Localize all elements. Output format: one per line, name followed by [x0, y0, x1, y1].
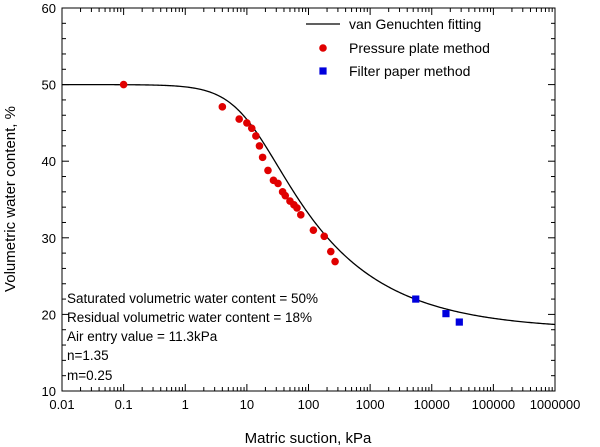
pressure-plate-point [264, 166, 272, 175]
pressure-plate-point [326, 247, 335, 256]
legend-label: Pressure plate method [349, 40, 490, 56]
pressure-plate-point [320, 232, 329, 241]
pressure-plate-point [119, 80, 128, 89]
x-axis-title: Matric suction, kPa [245, 430, 372, 447]
y-axis: 10 20 30 40 50 60 [42, 1, 555, 399]
x-tick-label: 1 [182, 397, 189, 412]
y-tick-label: 50 [42, 78, 56, 93]
pressure-plate-point [243, 119, 251, 127]
y-tick-label: 30 [42, 231, 56, 246]
annotation-line: Saturated volumetric water content = 50% [67, 291, 318, 306]
pressure-plate-point [281, 191, 290, 200]
pressure-plate-point [235, 115, 243, 123]
annotation-line: m=0.25 [67, 368, 112, 383]
legend-label: Filter paper method [349, 63, 470, 79]
x-tick-label: 100 [298, 397, 320, 412]
filter-paper-point [442, 310, 450, 318]
x-tick-label: 0.01 [49, 397, 74, 412]
x-tick-label: 1000 [356, 397, 385, 412]
x-tick-label: 10000 [414, 397, 450, 412]
pressure-plate-point [255, 142, 264, 150]
pressure-plate-point [309, 226, 318, 234]
legend-square-swatch [319, 67, 327, 75]
y-tick-label: 60 [42, 1, 56, 16]
legend-circle-swatch [319, 44, 327, 52]
y-tick-label: 40 [42, 154, 56, 169]
legend-label: van Genuchten fitting [349, 16, 481, 32]
pressure-plate-point [274, 179, 282, 188]
filter-paper-point [455, 318, 463, 326]
pressure-plate-point [293, 204, 301, 212]
pressure-plate-point [331, 257, 339, 266]
x-tick-label: 100000 [472, 397, 515, 412]
y-axis-title: Volumetric water content, % [2, 106, 19, 292]
x-tick-label: 10 [240, 397, 254, 412]
annotation-line: Air entry value = 11.3kPa [67, 329, 218, 344]
pressure-plate-point [297, 211, 305, 219]
pressure-plate-point [258, 153, 267, 162]
annotation-line: n=1.35 [67, 348, 109, 363]
legend: van Genuchten fitting Pressure plate meth… [306, 16, 490, 79]
pressure-plate-point [218, 103, 227, 111]
series-layer [62, 80, 556, 326]
annotations: Saturated volumetric water content = 50%… [67, 291, 318, 383]
van-genuchten-fitting-curve [62, 83, 556, 326]
x-axis: 0.01 0.1 1 10 100 1000 10000 100000 1000000 [49, 8, 580, 412]
x-tick-label: 0.1 [115, 397, 133, 412]
annotation-line: Residual volumetric water content = 18% [67, 310, 312, 325]
y-tick-label: 20 [42, 307, 56, 322]
x-tick-label: 1000000 [530, 397, 581, 412]
plot-area [61, 7, 556, 392]
y-tick-label: 10 [42, 384, 56, 399]
filter-paper-point [412, 295, 420, 303]
pressure-plate-point [252, 132, 260, 140]
pressure-plate-point [247, 124, 256, 133]
